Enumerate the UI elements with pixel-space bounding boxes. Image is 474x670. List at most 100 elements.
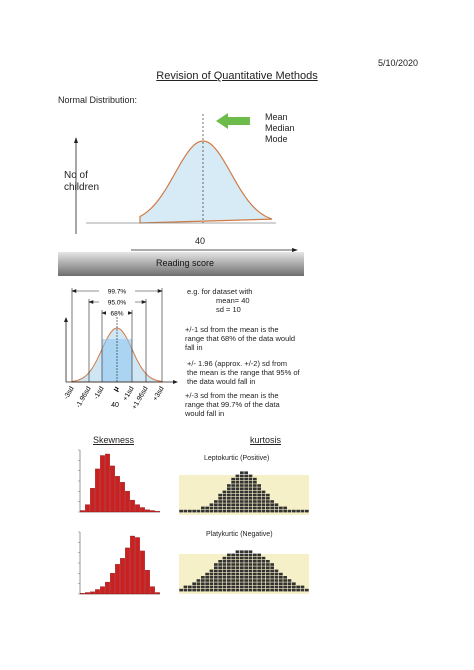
- kurtosis-block: [257, 487, 261, 490]
- kurtosis-block: [240, 553, 244, 557]
- kurtosis-block: [248, 560, 253, 563]
- kurtosis-block: [248, 484, 253, 487]
- histogram-bar: [125, 547, 130, 595]
- kurtosis-background: [179, 554, 309, 594]
- kurtosis-block: [222, 560, 227, 563]
- kurtosis-block: [231, 493, 235, 497]
- kurtosis-block: [279, 576, 283, 579]
- kurtosis-block: [218, 579, 222, 582]
- kurtosis-block: [227, 585, 231, 589]
- kurtosis-block: [287, 588, 292, 592]
- kurtosis-block: [209, 509, 214, 513]
- kurtosis-block: [274, 579, 279, 582]
- kurtosis-block: [214, 563, 218, 566]
- band-mean-value: 40: [111, 402, 119, 409]
- histogram-bar: [155, 592, 160, 595]
- kurtosis-block: [201, 506, 205, 510]
- kurtosis-block: [227, 588, 231, 592]
- kurtosis-block: [248, 477, 253, 481]
- kurtosis-block: [240, 556, 244, 560]
- kurtosis-block: [261, 569, 266, 573]
- kurtosis-block: [227, 576, 231, 579]
- normal-curve-svg: [58, 113, 304, 276]
- note-196sd: +/- 1.96 (approx. +/-2) sd from the mean…: [187, 359, 300, 386]
- kurtosis-block: [235, 500, 240, 503]
- legend-median: Median: [265, 123, 295, 133]
- kurtosis-block: [274, 509, 279, 513]
- kurtosis-block: [222, 509, 227, 513]
- band-label-99: 99.7%: [108, 289, 127, 296]
- kurtosis-block: [248, 550, 253, 553]
- kurtosis-block: [209, 503, 214, 506]
- kurtosis-block: [257, 490, 261, 494]
- kurtosis-block: [257, 585, 261, 589]
- kurtosis-block: [244, 487, 248, 490]
- kurtosis-block: [261, 579, 266, 582]
- kurtosis-block: [183, 585, 188, 589]
- kurtosis-block: [218, 563, 222, 566]
- kurtosis-block: [244, 553, 248, 557]
- kurtosis-block: [244, 474, 248, 478]
- kurtosis-block: [214, 500, 218, 503]
- kurtosis-block: [257, 493, 261, 497]
- kurtosis-block: [244, 563, 248, 566]
- kurtosis-block: [218, 582, 222, 585]
- kurtosis-block: [300, 588, 305, 592]
- kurtosis-block: [244, 550, 248, 553]
- kurtosis-block: [183, 509, 188, 513]
- kurtosis-block: [244, 556, 248, 560]
- leptokurtic-chart: [179, 465, 309, 520]
- kurtosis-block: [218, 572, 222, 576]
- kurtosis-block: [283, 579, 287, 582]
- kurtosis-block: [292, 588, 296, 592]
- kurtosis-block: [261, 506, 266, 510]
- kurtosis-block: [235, 481, 240, 484]
- kurtosis-block: [227, 503, 231, 506]
- kurtosis-block: [270, 572, 274, 576]
- kurtosis-block: [227, 560, 231, 563]
- kurtosis-block: [201, 509, 205, 513]
- kurtosis-block: [196, 588, 201, 592]
- kurtosis-block: [253, 569, 257, 573]
- histogram-bar: [140, 507, 145, 513]
- kurtosis-block: [287, 585, 292, 589]
- kurtosis-block: [209, 576, 214, 579]
- kurtosis-block: [270, 585, 274, 589]
- kurtosis-block: [270, 506, 274, 510]
- kurtosis-block: [192, 588, 196, 592]
- kurtosis-block: [235, 490, 240, 494]
- kurtosis-block: [248, 493, 253, 497]
- kurtosis-block: [235, 569, 240, 573]
- kurtosis-block: [261, 576, 266, 579]
- kurtosis-block: [240, 487, 244, 490]
- kurtosis-block: [240, 500, 244, 503]
- x-label: Reading score: [156, 258, 215, 268]
- kurtosis-block: [261, 572, 266, 576]
- kurtosis-block: [240, 579, 244, 582]
- histogram-bar: [130, 499, 135, 513]
- kurtosis-block: [261, 588, 266, 592]
- kurtosis-block: [231, 553, 235, 557]
- kurtosis-block: [235, 553, 240, 557]
- kurtosis-block: [253, 588, 257, 592]
- kurtosis-block: [222, 579, 227, 582]
- kurtosis-block: [253, 582, 257, 585]
- tick-plus-1sd: +1sd: [122, 385, 136, 402]
- kurtosis-block: [261, 503, 266, 506]
- kurtosis-block: [235, 477, 240, 481]
- kurtosis-block: [227, 509, 231, 513]
- histogram-bar: [115, 476, 120, 513]
- kurtosis-block: [231, 477, 235, 481]
- kurtosis-block: [266, 582, 270, 585]
- kurtosis-block: [248, 566, 253, 569]
- kurtosis-block: [218, 588, 222, 592]
- kurtosis-block: [244, 500, 248, 503]
- kurtosis-block: [248, 563, 253, 566]
- kurtosis-block: [218, 503, 222, 506]
- kurtosis-block: [261, 490, 266, 494]
- kurtosis-block: [253, 576, 257, 579]
- histogram-bar: [90, 591, 95, 595]
- bell-curve: [139, 140, 273, 224]
- kurtosis-block: [235, 474, 240, 478]
- kurtosis-block: [287, 509, 292, 513]
